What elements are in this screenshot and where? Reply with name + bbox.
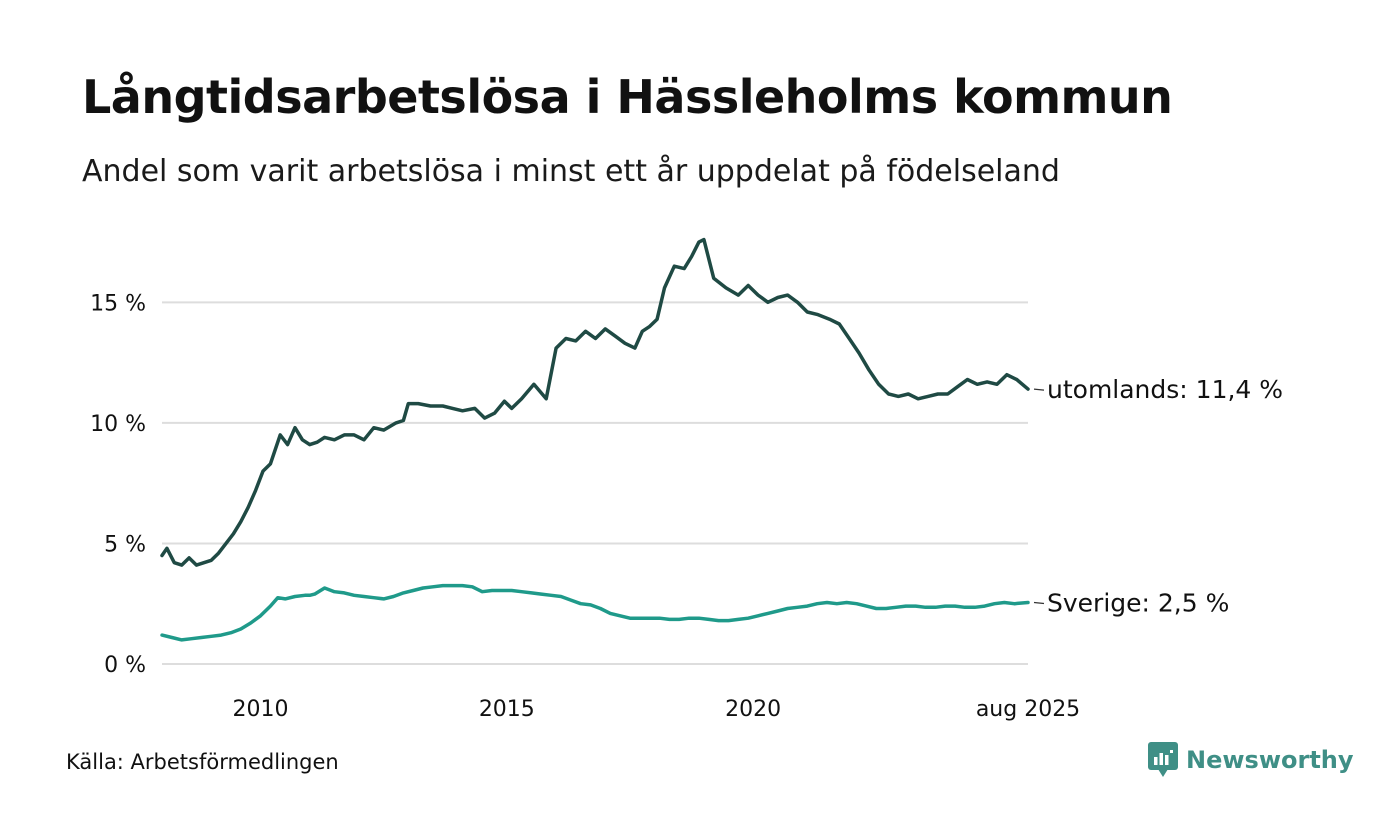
- y-tick-label: 15 %: [90, 291, 146, 316]
- gridlines: [162, 301, 1028, 665]
- source-note: Källa: Arbetsförmedlingen: [66, 750, 339, 774]
- chart-subtitle: Andel som varit arbetslösa i minst ett å…: [82, 154, 1060, 189]
- end-label-utomlands: utomlands: 11,4 %: [1047, 375, 1283, 404]
- x-tick-label: 2015: [479, 697, 535, 722]
- brand-logo: Newsworthy: [1148, 742, 1354, 778]
- newsworthy-logo-icon: [1148, 742, 1178, 777]
- y-tick-label: 5 %: [104, 532, 146, 557]
- end-label-leader: [1033, 388, 1045, 391]
- chart-title: Långtidsarbetslösa i Hässleholms kommun: [82, 70, 1173, 124]
- y-axis-ticks: 0 % 5 % 10 % 15 %: [90, 291, 146, 678]
- series-line-sverige: [160, 583, 1030, 642]
- end-label-sverige: Sverige: 2,5 %: [1047, 589, 1229, 618]
- x-tick-label: aug 2025: [976, 697, 1080, 722]
- brand-name: Newsworthy: [1186, 746, 1354, 774]
- y-tick-label: 10 %: [90, 412, 146, 437]
- x-tick-label: 2010: [233, 697, 289, 722]
- y-tick-label: 0 %: [104, 653, 146, 678]
- series-lines: [160, 237, 1030, 642]
- end-labels: utomlands: 11,4 % Sverige: 2,5 %: [1033, 375, 1283, 618]
- end-label-leader: [1033, 601, 1045, 605]
- x-tick-label: 2020: [725, 697, 781, 722]
- x-axis-ticks: 2010 2015 2020 aug 2025: [233, 697, 1081, 722]
- series-line-utomlands: [160, 237, 1030, 567]
